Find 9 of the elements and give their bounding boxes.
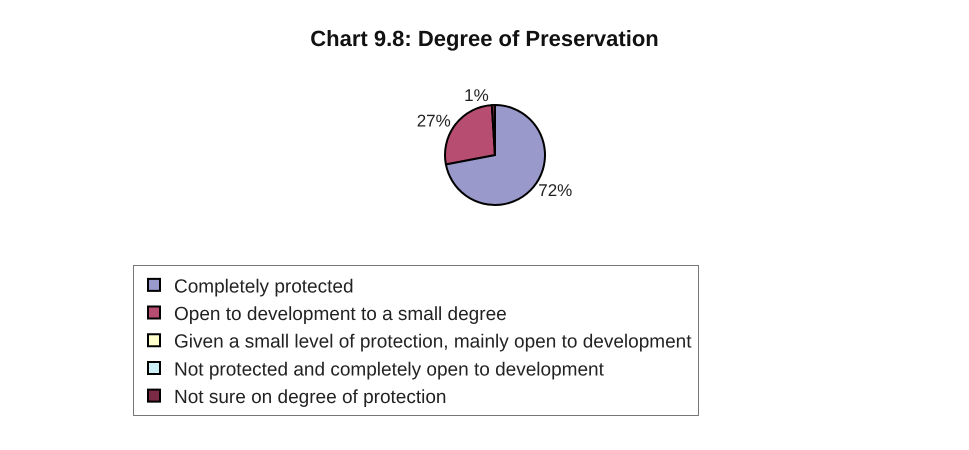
- chart-title: Chart 9.8: Degree of Preservation: [310, 26, 659, 51]
- data-label: 1%: [464, 86, 489, 106]
- data-label: 27%: [416, 111, 451, 130]
- legend-label: Not protected and completely open to development: [174, 359, 605, 380]
- legend-label: Not sure on degree of protection: [174, 387, 447, 408]
- legend-label: Given a small level of protection, mainly open to development: [174, 332, 692, 353]
- legend-label: Open to development to a small degree: [174, 304, 507, 325]
- legend-label: Completely protected: [174, 276, 354, 298]
- data-label: 72%: [538, 181, 572, 200]
